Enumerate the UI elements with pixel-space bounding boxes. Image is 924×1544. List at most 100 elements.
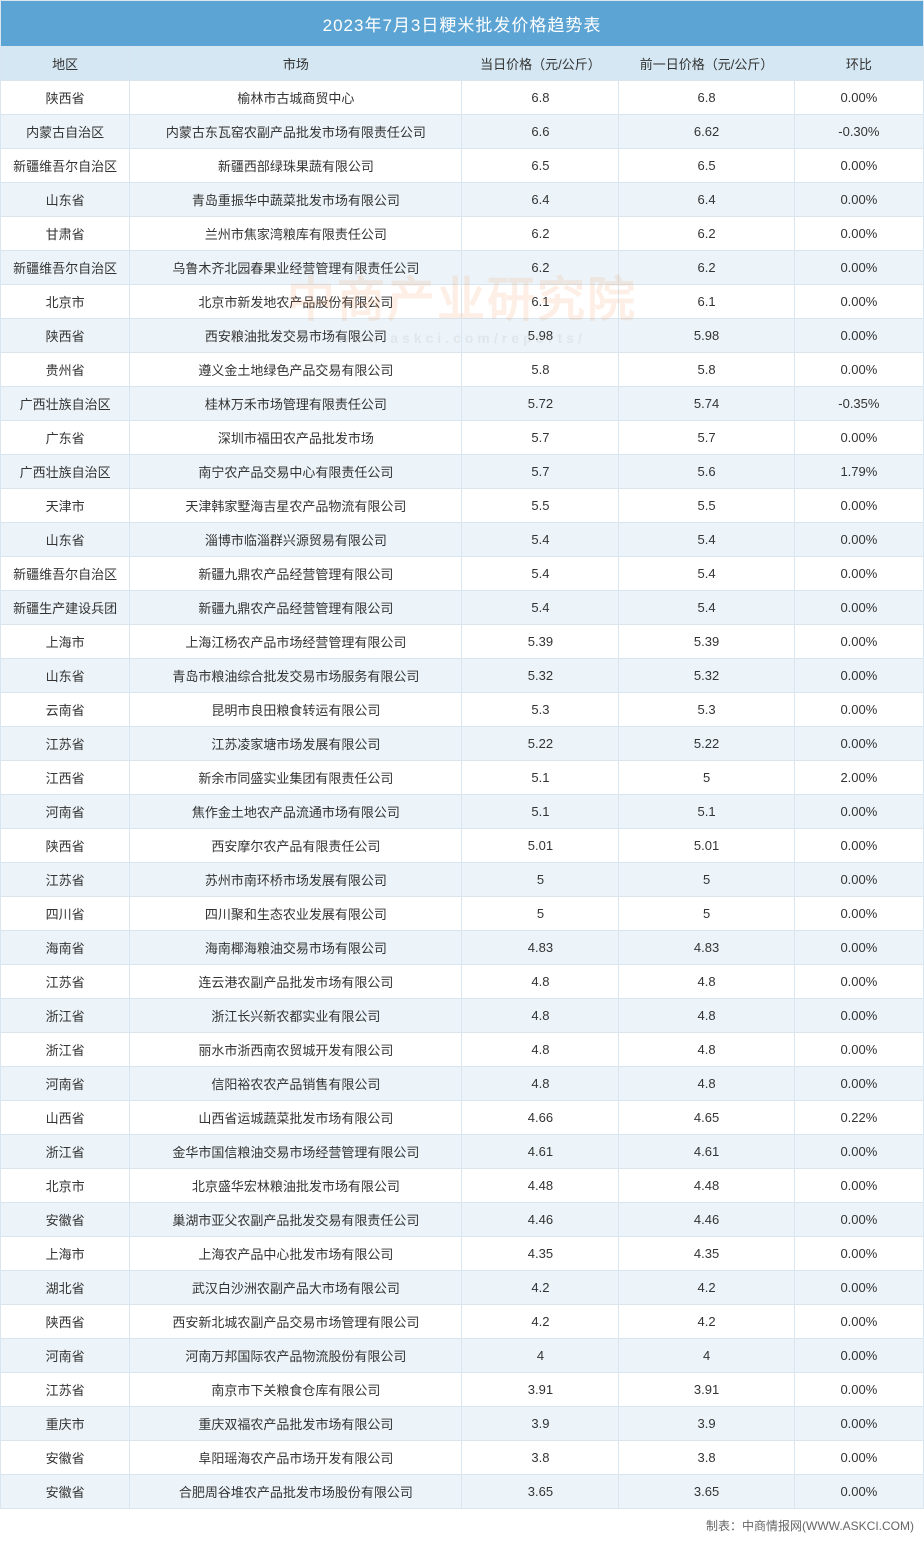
table-cell: 5.01: [619, 829, 794, 863]
table-row: 海南省海南椰海粮油交易市场有限公司4.834.830.00%: [1, 931, 924, 965]
col-header-today: 当日价格（元/公斤）: [462, 47, 619, 81]
table-cell: 西安粮油批发交易市场有限公司: [130, 319, 462, 353]
table-cell: 0.00%: [794, 251, 923, 285]
table-cell: 0.00%: [794, 353, 923, 387]
table-cell: 3.91: [462, 1373, 619, 1407]
table-cell: 南京市下关粮食仓库有限公司: [130, 1373, 462, 1407]
table-cell: 4.8: [619, 965, 794, 999]
table-cell: 0.00%: [794, 1373, 923, 1407]
table-row: 天津市天津韩家墅海吉星农产品物流有限公司5.55.50.00%: [1, 489, 924, 523]
table-row: 新疆维吾尔自治区新疆九鼎农产品经营管理有限公司5.45.40.00%: [1, 557, 924, 591]
table-cell: 0.00%: [794, 931, 923, 965]
table-cell: 4.35: [619, 1237, 794, 1271]
table-row: 广西壮族自治区桂林万禾市场管理有限责任公司5.725.74-0.35%: [1, 387, 924, 421]
table-cell: 南宁农产品交易中心有限责任公司: [130, 455, 462, 489]
table-cell: 0.00%: [794, 795, 923, 829]
table-row: 安徽省阜阳瑶海农产品市场开发有限公司3.83.80.00%: [1, 1441, 924, 1475]
table-row: 安徽省合肥周谷堆农产品批发市场股份有限公司3.653.650.00%: [1, 1475, 924, 1509]
table-cell: 江西省: [1, 761, 130, 795]
table-cell: 3.91: [619, 1373, 794, 1407]
price-table: 2023年7月3日粳米批发价格趋势表 地区 市场 当日价格（元/公斤） 前一日价…: [0, 0, 924, 1509]
table-cell: 5.1: [462, 761, 619, 795]
table-cell: 0.00%: [794, 1067, 923, 1101]
table-cell: 河南省: [1, 795, 130, 829]
table-cell: 0.00%: [794, 523, 923, 557]
table-title: 2023年7月3日粳米批发价格趋势表: [1, 1, 924, 47]
table-cell: 0.00%: [794, 81, 923, 115]
table-cell: 5.72: [462, 387, 619, 421]
table-cell: 4.2: [619, 1305, 794, 1339]
table-cell: 5.98: [619, 319, 794, 353]
table-cell: 4.83: [462, 931, 619, 965]
table-cell: 北京盛华宏林粮油批发市场有限公司: [130, 1169, 462, 1203]
title-row: 2023年7月3日粳米批发价格趋势表: [1, 1, 924, 47]
table-row: 山东省青岛市粮油综合批发交易市场服务有限公司5.325.320.00%: [1, 659, 924, 693]
table-cell: 淄博市临淄群兴源贸易有限公司: [130, 523, 462, 557]
table-cell: 5.39: [619, 625, 794, 659]
table-cell: 新疆维吾尔自治区: [1, 149, 130, 183]
table-cell: 5.32: [462, 659, 619, 693]
table-row: 江苏省南京市下关粮食仓库有限公司3.913.910.00%: [1, 1373, 924, 1407]
table-row: 陕西省西安粮油批发交易市场有限公司5.985.980.00%: [1, 319, 924, 353]
table-cell: 4.66: [462, 1101, 619, 1135]
table-cell: 4: [619, 1339, 794, 1373]
table-cell: 贵州省: [1, 353, 130, 387]
table-row: 陕西省西安新北城农副产品交易市场管理有限公司4.24.20.00%: [1, 1305, 924, 1339]
table-cell: 5.3: [462, 693, 619, 727]
table-cell: 内蒙古东瓦窑农副产品批发市场有限责任公司: [130, 115, 462, 149]
table-cell: 0.00%: [794, 421, 923, 455]
table-cell: 北京市: [1, 1169, 130, 1203]
table-cell: 0.00%: [794, 999, 923, 1033]
table-row: 浙江省金华市国信粮油交易市场经营管理有限公司4.614.610.00%: [1, 1135, 924, 1169]
table-cell: -0.35%: [794, 387, 923, 421]
table-cell: 信阳裕农农产品销售有限公司: [130, 1067, 462, 1101]
table-cell: 新疆维吾尔自治区: [1, 557, 130, 591]
table-cell: 5.1: [619, 795, 794, 829]
table-cell: 4.46: [462, 1203, 619, 1237]
table-cell: 5.7: [462, 455, 619, 489]
table-body: 陕西省榆林市古城商贸中心6.86.80.00%内蒙古自治区内蒙古东瓦窑农副产品批…: [1, 81, 924, 1509]
table-cell: 0.00%: [794, 217, 923, 251]
table-cell: 浙江省: [1, 1033, 130, 1067]
table-row: 陕西省榆林市古城商贸中心6.86.80.00%: [1, 81, 924, 115]
col-header-market: 市场: [130, 47, 462, 81]
table-row: 云南省昆明市良田粮食转运有限公司5.35.30.00%: [1, 693, 924, 727]
table-cell: 0.22%: [794, 1101, 923, 1135]
table-cell: 6.4: [619, 183, 794, 217]
table-cell: 4.48: [619, 1169, 794, 1203]
table-cell: 0.00%: [794, 1305, 923, 1339]
table-cell: 丽水市浙西南农贸城开发有限公司: [130, 1033, 462, 1067]
table-cell: 浙江省: [1, 999, 130, 1033]
table-cell: 6.1: [619, 285, 794, 319]
table-cell: 4.48: [462, 1169, 619, 1203]
table-cell: 0.00%: [794, 319, 923, 353]
table-cell: 5: [462, 897, 619, 931]
table-cell: 河南省: [1, 1339, 130, 1373]
table-cell: 3.9: [619, 1407, 794, 1441]
table-row: 山东省青岛重振华中蔬菜批发市场有限公司6.46.40.00%: [1, 183, 924, 217]
table-cell: 天津市: [1, 489, 130, 523]
table-cell: 甘肃省: [1, 217, 130, 251]
table-cell: 5.1: [462, 795, 619, 829]
table-cell: 四川省: [1, 897, 130, 931]
table-cell: 上海市: [1, 625, 130, 659]
table-cell: 5.8: [619, 353, 794, 387]
table-cell: 江苏凌家塘市场发展有限公司: [130, 727, 462, 761]
table-cell: 0.00%: [794, 1203, 923, 1237]
table-row: 浙江省浙江长兴新农都实业有限公司4.84.80.00%: [1, 999, 924, 1033]
table-cell: 深圳市福田农产品批发市场: [130, 421, 462, 455]
table-cell: 6.2: [462, 251, 619, 285]
table-wrapper: 中商产业研究院 www.askci.com/reports/ 2023年7月3日…: [0, 0, 924, 1544]
table-row: 上海市上海农产品中心批发市场有限公司4.354.350.00%: [1, 1237, 924, 1271]
table-row: 山东省淄博市临淄群兴源贸易有限公司5.45.40.00%: [1, 523, 924, 557]
table-cell: 苏州市南环桥市场发展有限公司: [130, 863, 462, 897]
table-row: 河南省信阳裕农农产品销售有限公司4.84.80.00%: [1, 1067, 924, 1101]
table-footer: 制表：中商情报网(WWW.ASKCI.COM): [0, 1509, 924, 1544]
col-header-change: 环比: [794, 47, 923, 81]
table-cell: 0.00%: [794, 1475, 923, 1509]
table-cell: 5.32: [619, 659, 794, 693]
table-row: 江苏省连云港农副产品批发市场有限公司4.84.80.00%: [1, 965, 924, 999]
table-cell: 0.00%: [794, 1033, 923, 1067]
table-cell: 湖北省: [1, 1271, 130, 1305]
table-cell: 5.7: [619, 421, 794, 455]
